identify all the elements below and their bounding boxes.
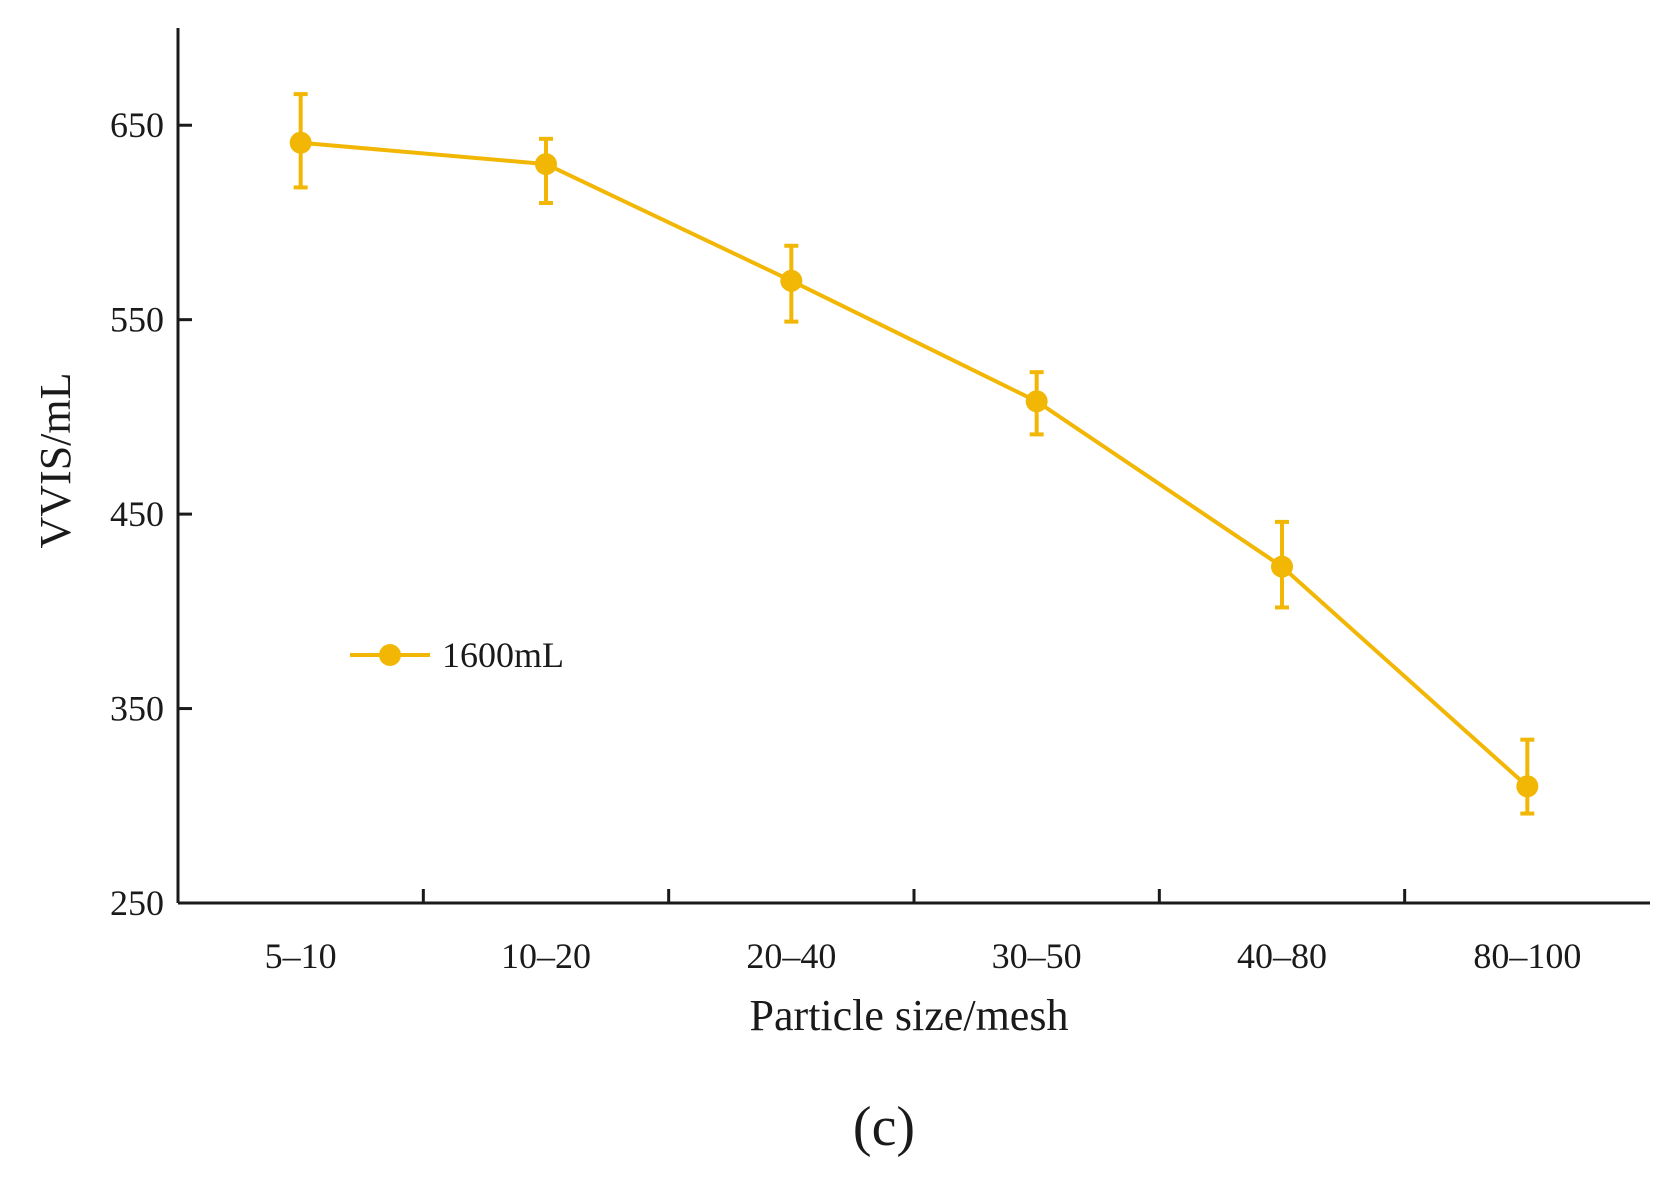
series-layer <box>289 92 1539 816</box>
y-tick-label: 650 <box>110 105 164 145</box>
y-tick-label: 250 <box>110 883 164 923</box>
y-tick-label: 350 <box>110 689 164 729</box>
x-tick-label: 5–10 <box>265 936 337 976</box>
panel-label: (c) <box>853 1096 915 1158</box>
data-point <box>1516 775 1539 798</box>
y-tick-label: 550 <box>110 300 164 340</box>
x-axis-title: Particle size/mesh <box>750 991 1069 1040</box>
data-point <box>1025 390 1048 413</box>
x-tick-label: 30–50 <box>992 936 1082 976</box>
x-tick-label: 20–40 <box>746 936 836 976</box>
series-line <box>300 140 1529 788</box>
x-tick-label: 80–100 <box>1473 936 1581 976</box>
y-tick-label: 450 <box>110 494 164 534</box>
axes: 250 350 450 550 650 5–10 10–20 20–40 30–50 40–80 8… <box>110 28 1650 976</box>
data-point <box>1271 555 1293 578</box>
legend: 1600mL <box>350 635 564 675</box>
data-point <box>780 269 803 292</box>
x-tick-label: 10–20 <box>501 936 591 976</box>
data-point <box>289 131 312 154</box>
data-point <box>535 153 557 176</box>
x-tick-label: 40–80 <box>1237 936 1327 976</box>
legend-marker <box>379 644 401 666</box>
legend-label: 1600mL <box>442 635 564 675</box>
y-axis-title: VVIS/mL <box>31 373 80 549</box>
